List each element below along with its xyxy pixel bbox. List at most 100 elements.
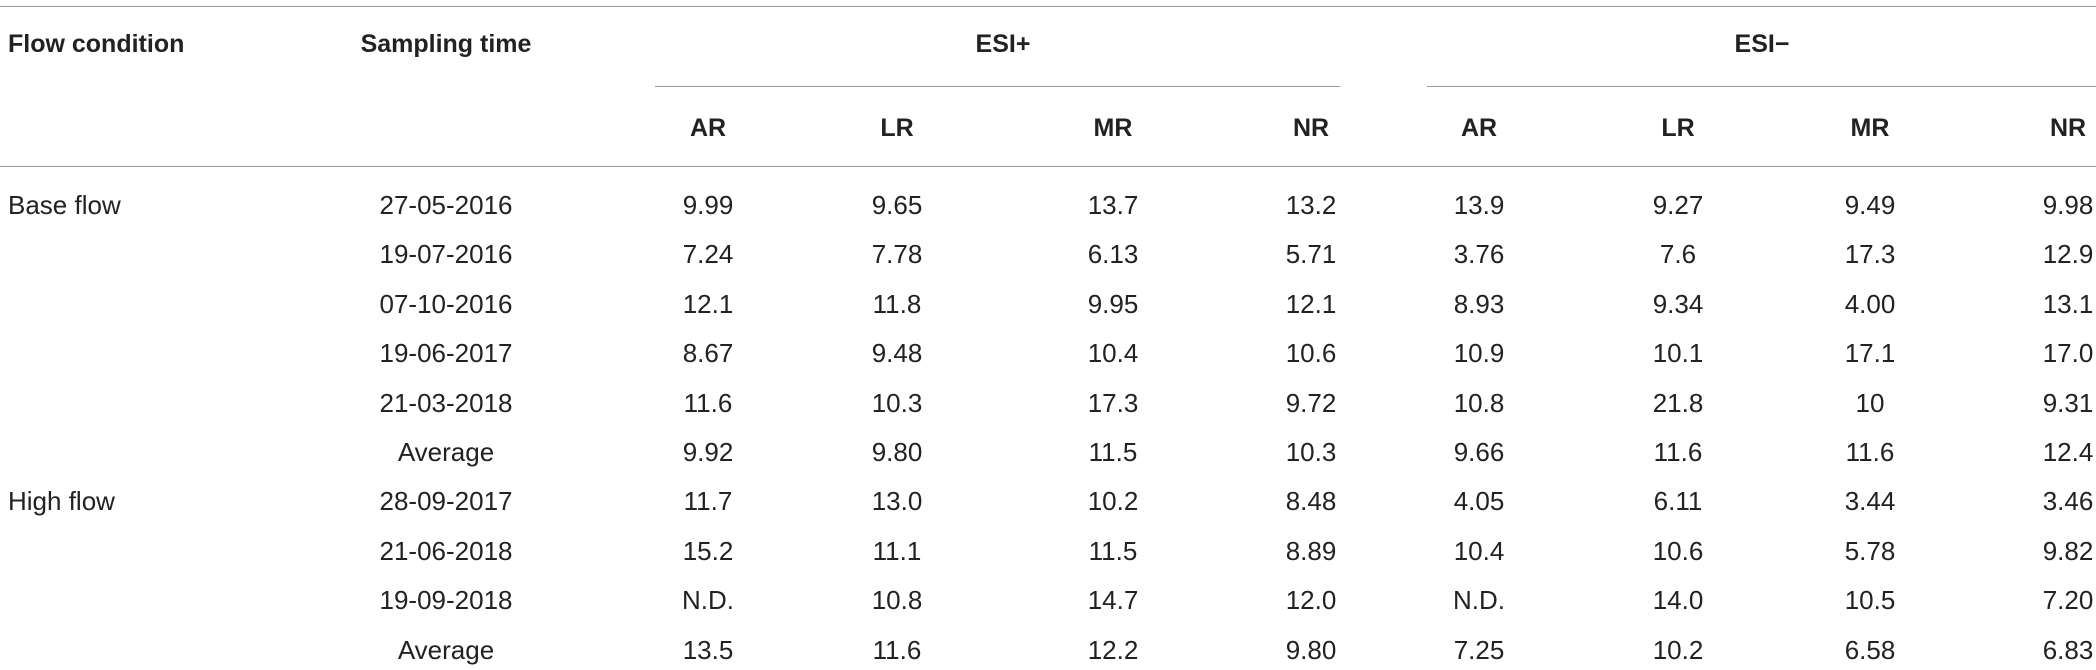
value-cell: 9.95 <box>1087 289 1139 319</box>
value-cell: 9.72 <box>1285 388 1337 418</box>
value-cell: 11.6 <box>683 388 733 418</box>
value-cell: 13.1 <box>2042 289 2094 319</box>
value-cell: 11.6 <box>1653 437 1703 467</box>
value-cell: 10.6 <box>1652 536 1704 566</box>
header-sub-nr-neg: NR <box>2049 114 2087 142</box>
sampling-time-cell: 21-03-2018 <box>379 388 513 418</box>
value-cell: 17.0 <box>2042 338 2094 368</box>
value-cell: 10.9 <box>1453 338 1505 368</box>
value-cell: 4.05 <box>1453 486 1505 516</box>
value-cell: 9.80 <box>1285 635 1337 665</box>
value-cell: 10.3 <box>1285 437 1337 467</box>
value-cell: 9.80 <box>871 437 923 467</box>
value-cell: 14.0 <box>1652 585 1704 615</box>
esi-neg-rule <box>1427 86 2096 87</box>
value-cell: 8.89 <box>1285 536 1337 566</box>
value-cell: 13.7 <box>1087 190 1139 220</box>
header-sub-ar-neg: AR <box>1460 114 1498 142</box>
header-esi-negative: ESI− <box>1734 30 1790 58</box>
sampling-time-cell: 19-07-2016 <box>379 239 513 269</box>
value-cell: 11.7 <box>683 486 733 516</box>
value-cell: 5.78 <box>1844 536 1896 566</box>
value-cell: 8.67 <box>682 338 734 368</box>
value-cell: 12.1 <box>1285 289 1337 319</box>
header-sub-ar-pos: AR <box>689 114 727 142</box>
header-sub-nr-pos: NR <box>1292 114 1330 142</box>
value-cell: 6.11 <box>1653 486 1703 516</box>
sampling-time-cell: 21-06-2018 <box>379 536 513 566</box>
value-cell: 17.3 <box>1087 388 1139 418</box>
header-sub-mr-neg: MR <box>1850 114 1890 142</box>
value-cell: 3.44 <box>1844 486 1896 516</box>
sampling-time-cell: 19-09-2018 <box>379 585 513 615</box>
value-cell: 9.65 <box>871 190 923 220</box>
header-bottom-rule <box>0 166 2096 167</box>
value-cell: 12.2 <box>1087 635 1139 665</box>
value-cell: 12.9 <box>2042 239 2094 269</box>
value-cell: 9.92 <box>682 437 734 467</box>
value-cell: 10.8 <box>871 585 923 615</box>
header-sub-lr-pos: LR <box>880 114 914 142</box>
value-cell: 8.93 <box>1453 289 1505 319</box>
value-cell: 13.9 <box>1453 190 1505 220</box>
esi-pos-rule <box>655 86 1340 87</box>
value-cell: 9.98 <box>2042 190 2094 220</box>
value-cell: 9.49 <box>1844 190 1896 220</box>
value-cell: 11.8 <box>872 289 922 319</box>
value-cell: 8.48 <box>1285 486 1337 516</box>
value-cell: 9.48 <box>871 338 923 368</box>
header-sub-lr-neg: LR <box>1661 114 1695 142</box>
value-cell: 10.4 <box>1453 536 1505 566</box>
value-cell: 13.2 <box>1285 190 1337 220</box>
value-cell: 7.25 <box>1453 635 1505 665</box>
value-cell: 6.83 <box>2042 635 2094 665</box>
value-cell: 7.20 <box>2042 585 2094 615</box>
value-cell: 10.1 <box>1652 338 1704 368</box>
value-cell: 10.2 <box>1087 486 1139 516</box>
value-cell: 13.0 <box>871 486 923 516</box>
value-cell: 7.6 <box>1659 239 1697 269</box>
value-cell: 9.66 <box>1453 437 1505 467</box>
value-cell: 12.0 <box>1285 585 1337 615</box>
value-cell: 15.2 <box>682 536 734 566</box>
sampling-time-cell: Average <box>397 437 495 467</box>
flow-condition-cell: Base flow <box>8 190 121 220</box>
value-cell: 21.8 <box>1652 388 1704 418</box>
value-cell: N.D. <box>1453 585 1505 615</box>
header-flow-condition: Flow condition <box>8 30 185 58</box>
sampling-time-cell: 07-10-2016 <box>379 289 513 319</box>
value-cell: 9.31 <box>2042 388 2094 418</box>
sampling-time-cell: 19-06-2017 <box>379 338 513 368</box>
value-cell: 11.6 <box>872 635 922 665</box>
value-cell: 11.1 <box>872 536 922 566</box>
value-cell: 10.4 <box>1087 338 1139 368</box>
top-rule <box>0 6 2096 7</box>
value-cell: 13.5 <box>682 635 734 665</box>
value-cell: 5.71 <box>1285 239 1337 269</box>
value-cell: 14.7 <box>1087 585 1139 615</box>
value-cell: 10.5 <box>1844 585 1896 615</box>
header-esi-positive: ESI+ <box>975 30 1031 58</box>
value-cell: N.D. <box>682 585 734 615</box>
header-sampling-time: Sampling time <box>360 30 532 58</box>
header-sub-mr-pos: MR <box>1093 114 1133 142</box>
value-cell: 10.6 <box>1285 338 1337 368</box>
value-cell: 9.99 <box>682 190 734 220</box>
value-cell: 10.8 <box>1453 388 1505 418</box>
value-cell: 9.34 <box>1652 289 1704 319</box>
value-cell: 3.46 <box>2042 486 2094 516</box>
value-cell: 10.3 <box>871 388 923 418</box>
value-cell: 12.1 <box>682 289 734 319</box>
value-cell: 11.5 <box>1088 536 1138 566</box>
value-cell: 10 <box>1855 388 1885 418</box>
sampling-time-cell: 28-09-2017 <box>379 486 513 516</box>
sampling-time-cell: Average <box>397 635 495 665</box>
value-cell: 6.13 <box>1087 239 1139 269</box>
flow-condition-cell: High flow <box>8 486 115 516</box>
sampling-time-cell: 27-05-2016 <box>379 190 513 220</box>
value-cell: 7.78 <box>871 239 923 269</box>
value-cell: 17.1 <box>1844 338 1896 368</box>
value-cell: 4.00 <box>1844 289 1896 319</box>
value-cell: 12.4 <box>2042 437 2094 467</box>
